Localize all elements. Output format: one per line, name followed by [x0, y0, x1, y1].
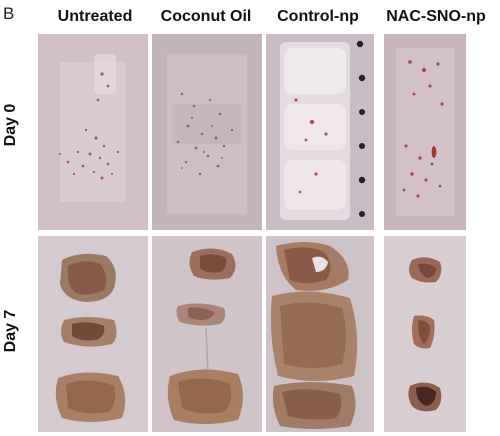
- row-label-day-0: Day 0: [2, 103, 19, 147]
- photo-day0-coconut-oil: [152, 34, 262, 230]
- column-label-nac-sno-np: NAC-SNO-np: [386, 8, 486, 25]
- column-label-coconut-oil: Coconut Oil: [160, 8, 252, 25]
- panel-letter: B: [3, 4, 15, 23]
- photo-day7-untreated: [38, 236, 148, 432]
- photo-day0-nac-sno-np: [384, 34, 466, 230]
- photo-day0-control-np: [266, 34, 374, 230]
- photo-day7-coconut-oil: [152, 236, 262, 432]
- column-label-control-np: Control-np: [277, 8, 359, 25]
- photo-day7-control-np: [266, 236, 374, 432]
- row-label-day-7: Day 7: [2, 309, 19, 353]
- column-label-untreated: Untreated: [57, 8, 133, 25]
- photo-day0-untreated: [38, 34, 148, 230]
- photo-day7-nac-sno-np: [384, 236, 466, 432]
